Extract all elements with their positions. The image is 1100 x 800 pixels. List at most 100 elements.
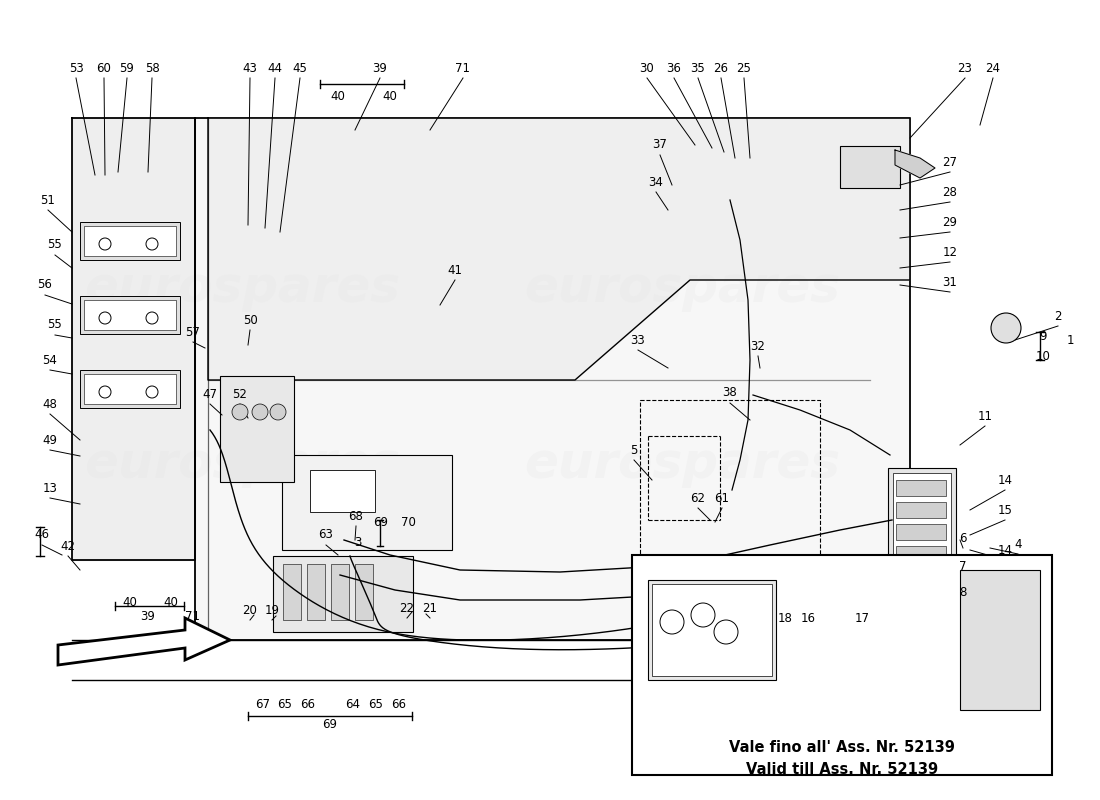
- Text: 58: 58: [144, 62, 159, 74]
- Text: eurospares: eurospares: [524, 440, 840, 488]
- Bar: [282, 455, 452, 550]
- Text: eurospares: eurospares: [84, 264, 400, 312]
- Text: 37: 37: [652, 138, 668, 151]
- Bar: [80, 222, 180, 260]
- Text: 24: 24: [986, 62, 1001, 74]
- Text: 57: 57: [186, 326, 200, 338]
- Text: 21: 21: [422, 602, 438, 614]
- Text: 62: 62: [691, 491, 705, 505]
- Text: 40: 40: [122, 597, 138, 610]
- Text: 67: 67: [255, 698, 271, 711]
- Bar: [632, 555, 1052, 775]
- Text: 71: 71: [185, 610, 199, 623]
- Bar: [648, 580, 776, 680]
- Text: 61: 61: [715, 491, 729, 505]
- Text: 30: 30: [639, 62, 654, 74]
- Bar: [640, 400, 820, 600]
- Text: 53: 53: [68, 62, 84, 74]
- Bar: [307, 564, 324, 620]
- Text: 32: 32: [750, 339, 766, 353]
- Text: Vale fino all' Ass. Nr. 52139: Vale fino all' Ass. Nr. 52139: [729, 739, 955, 754]
- Text: 42: 42: [60, 539, 76, 553]
- Text: 15: 15: [998, 503, 1012, 517]
- Circle shape: [99, 386, 111, 398]
- Polygon shape: [895, 150, 935, 178]
- Bar: [80, 370, 180, 408]
- Text: 60: 60: [97, 62, 111, 74]
- Bar: [355, 564, 373, 620]
- Bar: [896, 546, 946, 562]
- Bar: [652, 584, 772, 676]
- Text: 49: 49: [43, 434, 57, 446]
- Text: 4: 4: [1014, 538, 1022, 550]
- Text: 55: 55: [47, 238, 63, 251]
- Text: 48: 48: [43, 398, 57, 410]
- Text: 47: 47: [202, 387, 218, 401]
- Polygon shape: [208, 118, 910, 380]
- Text: 18: 18: [778, 611, 792, 625]
- Text: 23: 23: [958, 62, 972, 74]
- Text: 10: 10: [1035, 350, 1050, 362]
- Text: 39: 39: [141, 610, 155, 623]
- Bar: [283, 564, 301, 620]
- Text: 33: 33: [630, 334, 646, 346]
- Text: 40: 40: [164, 597, 178, 610]
- Text: 3: 3: [354, 535, 362, 549]
- Text: 65: 65: [368, 698, 384, 711]
- Text: 38: 38: [723, 386, 737, 399]
- Text: 19: 19: [264, 603, 279, 617]
- Polygon shape: [72, 118, 195, 560]
- Text: 6: 6: [959, 531, 967, 545]
- Circle shape: [660, 610, 684, 634]
- Circle shape: [99, 312, 111, 324]
- Bar: [893, 473, 952, 593]
- Text: 29: 29: [943, 215, 957, 229]
- Polygon shape: [195, 118, 910, 680]
- Circle shape: [146, 386, 158, 398]
- Text: 28: 28: [943, 186, 957, 198]
- Circle shape: [232, 404, 248, 420]
- Text: 25: 25: [737, 62, 751, 74]
- Text: 14: 14: [998, 474, 1012, 486]
- Bar: [896, 524, 946, 540]
- Text: 5: 5: [630, 443, 638, 457]
- Bar: [840, 146, 900, 188]
- Bar: [896, 502, 946, 518]
- Text: 41: 41: [448, 263, 462, 277]
- Text: 11: 11: [978, 410, 992, 422]
- Text: 26: 26: [714, 62, 728, 74]
- Text: 71: 71: [455, 62, 471, 74]
- Text: 1: 1: [1066, 334, 1074, 346]
- Text: 70: 70: [400, 517, 416, 530]
- Text: 2: 2: [1054, 310, 1062, 322]
- Text: 9: 9: [1040, 330, 1047, 342]
- Text: 69: 69: [374, 517, 388, 530]
- Text: 59: 59: [120, 62, 134, 74]
- Text: Valid till Ass. Nr. 52139: Valid till Ass. Nr. 52139: [746, 762, 938, 777]
- Text: 64: 64: [345, 698, 361, 711]
- Text: eurospares: eurospares: [84, 440, 400, 488]
- Text: 40: 40: [331, 90, 345, 102]
- Polygon shape: [58, 618, 230, 665]
- Text: 17: 17: [855, 611, 869, 625]
- Text: 14: 14: [998, 543, 1012, 557]
- Text: 55: 55: [47, 318, 63, 331]
- Bar: [273, 556, 412, 632]
- Text: 31: 31: [943, 275, 957, 289]
- Text: 63: 63: [319, 529, 333, 542]
- Bar: [84, 374, 176, 404]
- Text: 16: 16: [801, 611, 815, 625]
- Text: 45: 45: [293, 62, 307, 74]
- Text: 51: 51: [41, 194, 55, 206]
- Text: 20: 20: [243, 603, 257, 617]
- Text: 46: 46: [34, 529, 50, 542]
- Text: 8: 8: [959, 586, 967, 599]
- Text: 7: 7: [959, 559, 967, 573]
- Text: 54: 54: [43, 354, 57, 366]
- Circle shape: [991, 313, 1021, 343]
- Text: 27: 27: [943, 155, 957, 169]
- Circle shape: [270, 404, 286, 420]
- Text: 39: 39: [373, 62, 387, 74]
- Text: 50: 50: [243, 314, 257, 326]
- Bar: [960, 570, 1040, 710]
